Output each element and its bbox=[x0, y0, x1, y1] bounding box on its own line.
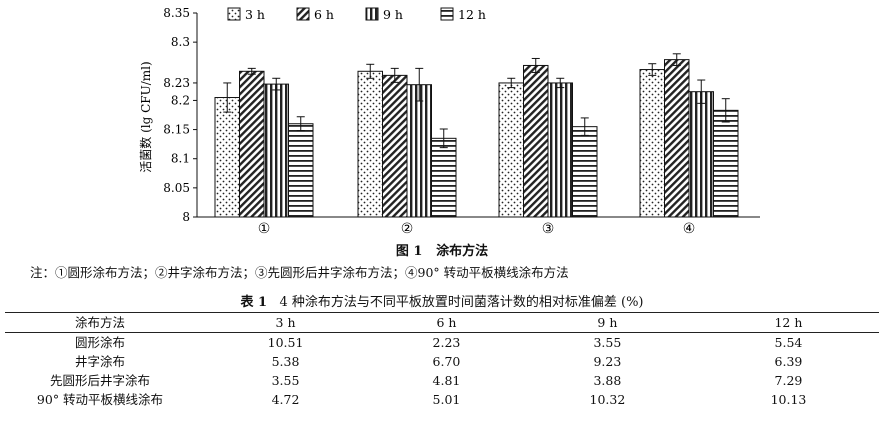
table-cell: 10.32 bbox=[589, 392, 626, 407]
bar bbox=[498, 82, 524, 218]
table-cell: 5.54 bbox=[774, 335, 803, 350]
header-cell: 9 h bbox=[597, 315, 618, 330]
table-cell: 10.13 bbox=[770, 392, 807, 407]
y-tick-label: 8.3 bbox=[171, 35, 190, 49]
bar bbox=[688, 91, 714, 218]
bar bbox=[263, 83, 289, 218]
table-cell: 4.72 bbox=[271, 392, 300, 407]
bar bbox=[382, 74, 408, 218]
table-cell: 3.88 bbox=[593, 373, 622, 388]
table-cell: 90° 转动平板横线涂布 bbox=[36, 392, 164, 407]
table-row: 井字涂布 5.38 6.70 9.23 6.39 bbox=[5, 352, 879, 371]
bar bbox=[288, 123, 314, 218]
table-cell: 6.70 bbox=[432, 354, 461, 369]
legend-label: 3 h bbox=[245, 7, 265, 22]
bar bbox=[664, 59, 690, 218]
table-cell: 2.23 bbox=[432, 335, 461, 350]
bar bbox=[239, 70, 265, 218]
legend-swatch bbox=[440, 7, 454, 21]
figure-note: 注：①圆形涂布方法；②井字涂布方法；③先圆形后井字涂布方法；④90° 转动平板横… bbox=[30, 265, 569, 280]
bar bbox=[547, 82, 573, 218]
y-tick-label: 8.1 bbox=[171, 152, 190, 166]
table-cell: 4.81 bbox=[432, 373, 461, 388]
legend-swatch bbox=[365, 7, 379, 21]
y-tick-label: 8 bbox=[182, 210, 190, 224]
x-category-label: ② bbox=[401, 221, 414, 237]
header-cell: 12 h bbox=[774, 315, 803, 330]
bar bbox=[523, 64, 549, 218]
bar bbox=[406, 84, 432, 218]
legend-swatch bbox=[227, 7, 241, 21]
bar bbox=[357, 70, 383, 218]
data-table: 涂布方法 3 h 6 h 9 h 12 h 圆形涂布 10.51 2.23 3.… bbox=[5, 312, 879, 411]
figure-label: 图 1 bbox=[395, 244, 423, 259]
table-row: 先圆形后井字涂布 3.55 4.81 3.88 7.29 bbox=[5, 371, 879, 390]
header-cell: 涂布方法 bbox=[74, 315, 125, 330]
bar bbox=[572, 126, 598, 218]
x-category-label: ③ bbox=[542, 221, 555, 237]
y-axis-label: 活菌数 (lg CFU/ml) bbox=[138, 61, 153, 172]
legend: 3 h 6 h 9 h 12 h bbox=[227, 7, 486, 22]
legend-swatch bbox=[296, 7, 310, 21]
table-label: 表 1 bbox=[240, 295, 268, 310]
legend-label: 12 h bbox=[458, 7, 486, 22]
y-tick-label: 8.23 bbox=[163, 76, 190, 90]
table-cell: 9.23 bbox=[593, 354, 622, 369]
table-cell: 5.38 bbox=[271, 354, 300, 369]
table-cell: 5.01 bbox=[432, 392, 461, 407]
y-tick-label: 8.35 bbox=[163, 6, 190, 20]
bar bbox=[713, 109, 739, 218]
bar bbox=[214, 97, 240, 218]
table-row: 圆形涂布 10.51 2.23 3.55 5.54 bbox=[5, 333, 879, 353]
table-header-row: 涂布方法 3 h 6 h 9 h 12 h bbox=[5, 312, 879, 333]
header-cell: 6 h bbox=[436, 315, 457, 330]
figure-caption: 图 1 涂布方法 bbox=[0, 240, 884, 259]
table-cell: 6.39 bbox=[774, 354, 803, 369]
table-cell: 圆形涂布 bbox=[74, 335, 125, 350]
y-tick-label: 8.15 bbox=[163, 123, 190, 137]
x-category-label: ① bbox=[258, 221, 271, 237]
x-category-label: ④ bbox=[683, 221, 696, 237]
y-tick-label: 8.2 bbox=[171, 93, 190, 107]
table-cell: 3.55 bbox=[271, 373, 300, 388]
table-cell: 7.29 bbox=[774, 373, 803, 388]
legend-label: 6 h bbox=[314, 7, 334, 22]
bar bbox=[639, 69, 665, 218]
table-row: 90° 转动平板横线涂布 4.72 5.01 10.32 10.13 bbox=[5, 390, 879, 411]
bar-chart: 活菌数 (lg CFU/ml) 8 8.05 8.1 8.15 8.2 8.23 8.3 8.… bbox=[138, 6, 760, 237]
table-cell: 3.55 bbox=[593, 335, 622, 350]
table-cell: 先圆形后井字涂布 bbox=[49, 373, 150, 388]
table-cell: 10.51 bbox=[267, 335, 304, 350]
table-caption: 表 1 4 种涂布方法与不同平板放置时间菌落计数的相对标准偏差 (%) bbox=[0, 291, 884, 310]
legend-label: 9 h bbox=[383, 7, 403, 22]
x-categories: ① ② ③ ④ bbox=[258, 221, 696, 237]
y-tick-label: 8.05 bbox=[163, 181, 190, 195]
header-cell: 3 h bbox=[275, 315, 296, 330]
bar bbox=[431, 137, 457, 218]
y-ticks: 8 8.05 8.1 8.15 8.2 8.23 8.3 8.35 bbox=[163, 6, 197, 224]
figure-title: 涂布方法 bbox=[436, 244, 489, 259]
table-title: 4 种涂布方法与不同平板放置时间菌落计数的相对标准偏差 (%) bbox=[279, 295, 644, 310]
table-cell: 井字涂布 bbox=[74, 354, 125, 369]
bar-groups bbox=[214, 53, 739, 218]
